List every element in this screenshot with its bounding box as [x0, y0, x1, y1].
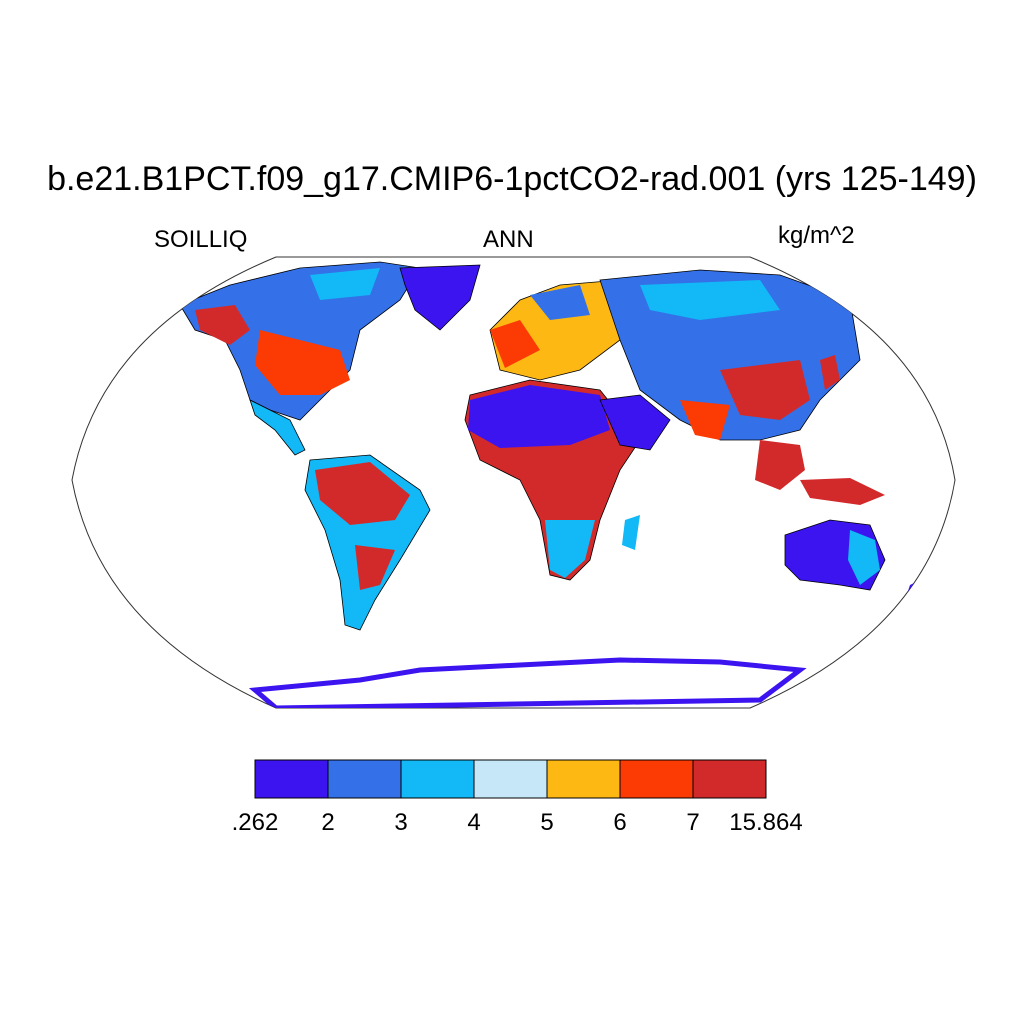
colorbar-tick-label: 6: [613, 809, 626, 836]
colorbar-bin-1: [327, 759, 402, 799]
land-indonesia: [800, 478, 885, 505]
land-greenland: [399, 264, 481, 331]
colorbar-tick-label: 15.864: [729, 809, 802, 836]
land-arabia: [599, 394, 671, 451]
colorbar-bin-5: [619, 759, 694, 799]
colorbar-bin-0: [254, 759, 329, 799]
land-madagascar: [622, 515, 640, 550]
variable-label: SOILLIQ: [154, 226, 248, 253]
land-north-america-north: [310, 268, 380, 300]
land-europe-north: [530, 285, 590, 320]
land-south-asia: [680, 400, 730, 440]
land-north-america-east: [255, 330, 350, 395]
colorbar-tick-label: 5: [540, 809, 553, 836]
land-europe-west: [490, 320, 540, 368]
colorbar-bin-3: [473, 759, 548, 799]
colorbar-tick-label: 2: [321, 809, 334, 836]
colorbar-bin-4: [546, 759, 621, 799]
land-asia-north: [640, 280, 780, 320]
land-southeast-asia: [755, 440, 805, 490]
land-central-america: [249, 399, 306, 456]
season-label: ANN: [483, 226, 534, 253]
colorbar-tick-label: .262: [232, 809, 279, 836]
colorbar-tick-label: 4: [467, 809, 480, 836]
colorbar-bin-6: [692, 759, 767, 799]
land-south-america-south: [355, 545, 395, 590]
map-title: b.e21.B1PCT.f09_g17.CMIP6-1pctCO2-rad.00…: [47, 160, 977, 198]
colorbar-tick-label: 3: [394, 809, 407, 836]
colorbar-bin-2: [400, 759, 475, 799]
land-australia-east: [848, 530, 880, 585]
colorbar-tick-label: 7: [686, 809, 699, 836]
land-east-asia: [720, 360, 810, 420]
units-label: kg/m^2: [778, 222, 855, 249]
land-southern-africa: [545, 520, 595, 578]
land-japan: [820, 355, 840, 390]
land-north-america-west: [195, 305, 250, 345]
land-amazon: [315, 462, 410, 525]
land-sahara: [468, 385, 610, 448]
land-antarctica: [248, 657, 807, 708]
